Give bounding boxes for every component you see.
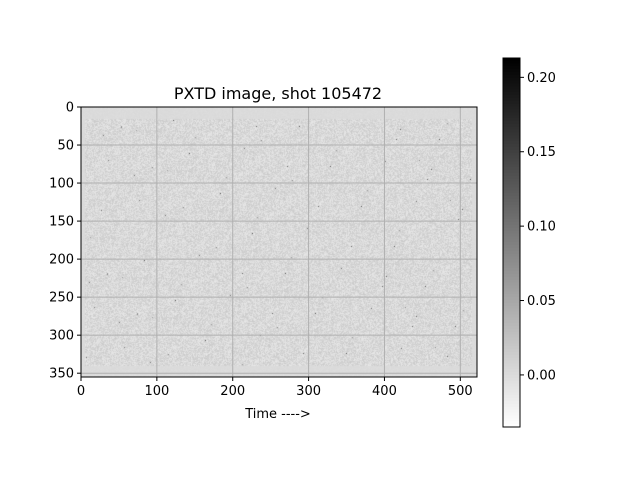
colorbar-tick-label: 0.15 xyxy=(527,145,556,160)
colorbar-tick-label: 0.20 xyxy=(527,71,556,86)
x-axis-label: Time ----> xyxy=(244,407,311,422)
plot-frame xyxy=(80,106,478,378)
y-tick-label: 250 xyxy=(49,291,74,306)
y-tick-label: 150 xyxy=(49,215,74,230)
colorbar-tick-label: 0.00 xyxy=(527,368,556,383)
x-tick-label: 0 xyxy=(77,384,85,399)
colorbar-frame xyxy=(502,57,521,428)
y-tick-label: 300 xyxy=(49,329,74,344)
x-tick-label: 200 xyxy=(220,384,245,399)
x-tick-label: 500 xyxy=(448,384,473,399)
chart-title: PXTD image, shot 105472 xyxy=(174,84,382,103)
heatmap-plot-area: 0 100 200 300 400 500 0 50 100 150 200 250 300 350 xyxy=(49,101,478,399)
x-tick-label: 100 xyxy=(144,384,169,399)
y-tick-label: 0 xyxy=(66,101,74,116)
heatmap-image xyxy=(81,107,477,377)
y-axis-ticks: 0 50 100 150 200 250 300 350 xyxy=(49,101,81,382)
x-tick-label: 300 xyxy=(296,384,321,399)
y-tick-label: 200 xyxy=(49,253,74,268)
colorbar-gradient xyxy=(503,58,520,427)
y-tick-label: 50 xyxy=(57,139,74,154)
y-tick-label: 100 xyxy=(49,177,74,192)
colorbar-ticks: 0.00 0.05 0.10 0.15 0.20 xyxy=(520,71,556,383)
grid-lines xyxy=(80,106,477,377)
colorbar-tick-label: 0.10 xyxy=(527,220,556,235)
colorbar: 0.00 0.05 0.10 0.15 0.20 xyxy=(502,57,556,428)
y-tick-label: 350 xyxy=(49,367,74,382)
x-tick-label: 400 xyxy=(372,384,397,399)
x-axis-ticks: 0 100 200 300 400 500 xyxy=(77,377,473,399)
colorbar-tick-label: 0.05 xyxy=(527,294,556,309)
